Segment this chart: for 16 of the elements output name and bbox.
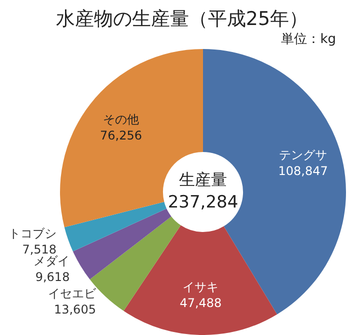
slice-label: イサキ	[182, 280, 219, 294]
data-label: 7,518	[22, 242, 57, 256]
chart-subtitle: 単位：kg	[281, 31, 336, 48]
data-label: 13,605	[54, 302, 96, 317]
slice-label: トコブシ	[8, 226, 57, 240]
slice-label: イセエビ	[48, 286, 97, 301]
data-label: 76,256	[100, 128, 142, 142]
data-label: 108,847	[278, 164, 328, 178]
data-label: 47,488	[180, 296, 222, 310]
text: 237,284	[168, 192, 238, 212]
slice-label: テングサ	[279, 148, 328, 162]
text: 生産量	[179, 170, 227, 190]
chart-title: 水産物の生産量（平成25年）	[54, 7, 310, 32]
data-label: 9,618	[35, 270, 70, 284]
slice-label: メダイ	[34, 254, 70, 268]
slice-label: その他	[103, 112, 140, 126]
